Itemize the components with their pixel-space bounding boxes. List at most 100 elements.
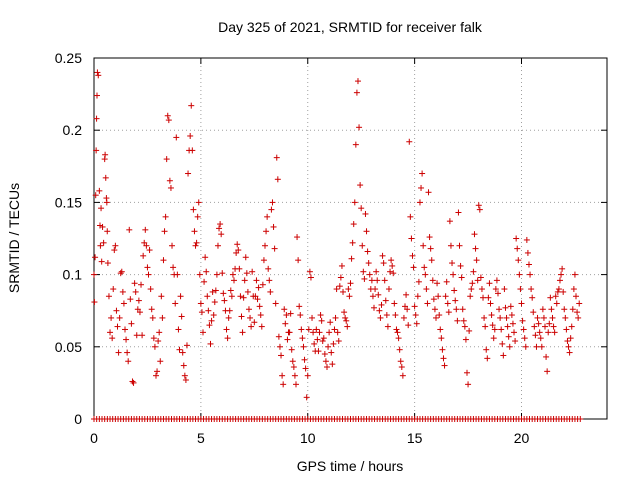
data-point xyxy=(292,381,299,388)
data-point xyxy=(196,271,203,278)
data-point xyxy=(554,288,561,295)
data-point xyxy=(427,245,434,252)
data-point xyxy=(552,293,559,300)
data-point xyxy=(349,239,356,246)
data-point xyxy=(288,346,295,353)
data-points xyxy=(91,69,584,422)
data-point xyxy=(117,270,124,277)
data-point xyxy=(378,301,385,308)
data-point xyxy=(374,277,381,284)
data-point xyxy=(548,306,555,313)
data-point xyxy=(338,262,345,269)
data-point xyxy=(104,260,111,267)
data-point xyxy=(243,270,250,277)
data-point xyxy=(511,329,518,336)
data-point xyxy=(235,247,242,254)
data-point xyxy=(139,332,146,339)
x-tick-label: 0 xyxy=(90,430,98,446)
data-point xyxy=(180,362,187,369)
data-point xyxy=(353,89,360,96)
data-point xyxy=(333,286,340,293)
data-point xyxy=(534,314,541,321)
data-point xyxy=(132,288,139,295)
data-point xyxy=(422,271,429,278)
grid xyxy=(94,58,607,419)
data-point xyxy=(570,286,577,293)
data-point xyxy=(525,261,532,268)
data-point xyxy=(109,335,116,342)
data-point xyxy=(507,303,514,310)
data-point xyxy=(140,252,147,259)
data-point xyxy=(391,300,398,307)
data-point xyxy=(550,323,557,330)
data-point xyxy=(434,280,441,287)
data-point xyxy=(126,226,133,233)
data-point xyxy=(412,312,419,319)
data-point xyxy=(351,199,358,206)
data-point xyxy=(278,352,285,359)
data-point xyxy=(251,319,258,326)
data-point xyxy=(372,286,379,293)
data-point xyxy=(446,218,453,225)
x-tick-label: 5 xyxy=(197,430,205,446)
data-point xyxy=(538,343,545,350)
data-point xyxy=(247,314,254,321)
data-point xyxy=(483,346,490,353)
data-point xyxy=(315,348,322,355)
data-point xyxy=(443,278,450,285)
data-point xyxy=(450,271,457,278)
data-point xyxy=(571,271,578,278)
data-point xyxy=(383,312,390,319)
data-point xyxy=(193,239,200,246)
data-point xyxy=(309,314,316,321)
data-point xyxy=(466,327,473,334)
data-point xyxy=(388,257,395,264)
data-point xyxy=(97,242,104,249)
data-point xyxy=(264,213,271,220)
data-point xyxy=(463,369,470,376)
data-point xyxy=(254,296,261,303)
data-point xyxy=(314,336,321,343)
data-point xyxy=(112,242,119,249)
data-point xyxy=(505,333,512,340)
data-point xyxy=(248,323,255,330)
data-point xyxy=(376,307,383,314)
data-point xyxy=(107,329,114,336)
data-point xyxy=(289,358,296,365)
data-point xyxy=(102,151,109,158)
data-point xyxy=(270,223,277,230)
data-point xyxy=(420,242,427,249)
data-point xyxy=(385,286,392,293)
axes: 0 5 10 15 20 0 0.05 0.1 0.15 0.2 0.25 xyxy=(55,50,607,446)
data-point xyxy=(362,210,369,217)
data-point xyxy=(465,381,472,388)
data-point xyxy=(364,248,371,255)
data-point xyxy=(116,314,123,321)
x-tick-label: 20 xyxy=(514,430,530,446)
data-point xyxy=(575,314,582,321)
data-point xyxy=(394,329,401,336)
data-point xyxy=(313,326,320,333)
data-point xyxy=(413,320,420,327)
data-point xyxy=(234,241,241,248)
data-point xyxy=(539,306,546,313)
data-point xyxy=(337,274,344,281)
data-point xyxy=(299,335,306,342)
data-point xyxy=(506,343,513,350)
data-point xyxy=(497,314,504,321)
data-point xyxy=(182,377,189,384)
data-point xyxy=(354,78,361,85)
data-point xyxy=(203,268,210,275)
data-point xyxy=(177,293,184,300)
data-point xyxy=(94,69,101,76)
data-point xyxy=(381,277,388,284)
data-point xyxy=(128,320,135,327)
data-point xyxy=(531,323,538,330)
data-point xyxy=(508,312,515,319)
plot-frame xyxy=(93,57,608,420)
data-point xyxy=(113,307,120,314)
data-point xyxy=(169,242,176,249)
data-point xyxy=(428,257,435,264)
data-point xyxy=(513,235,520,242)
y-axis-label: SRMTID / TECUs xyxy=(6,183,22,293)
